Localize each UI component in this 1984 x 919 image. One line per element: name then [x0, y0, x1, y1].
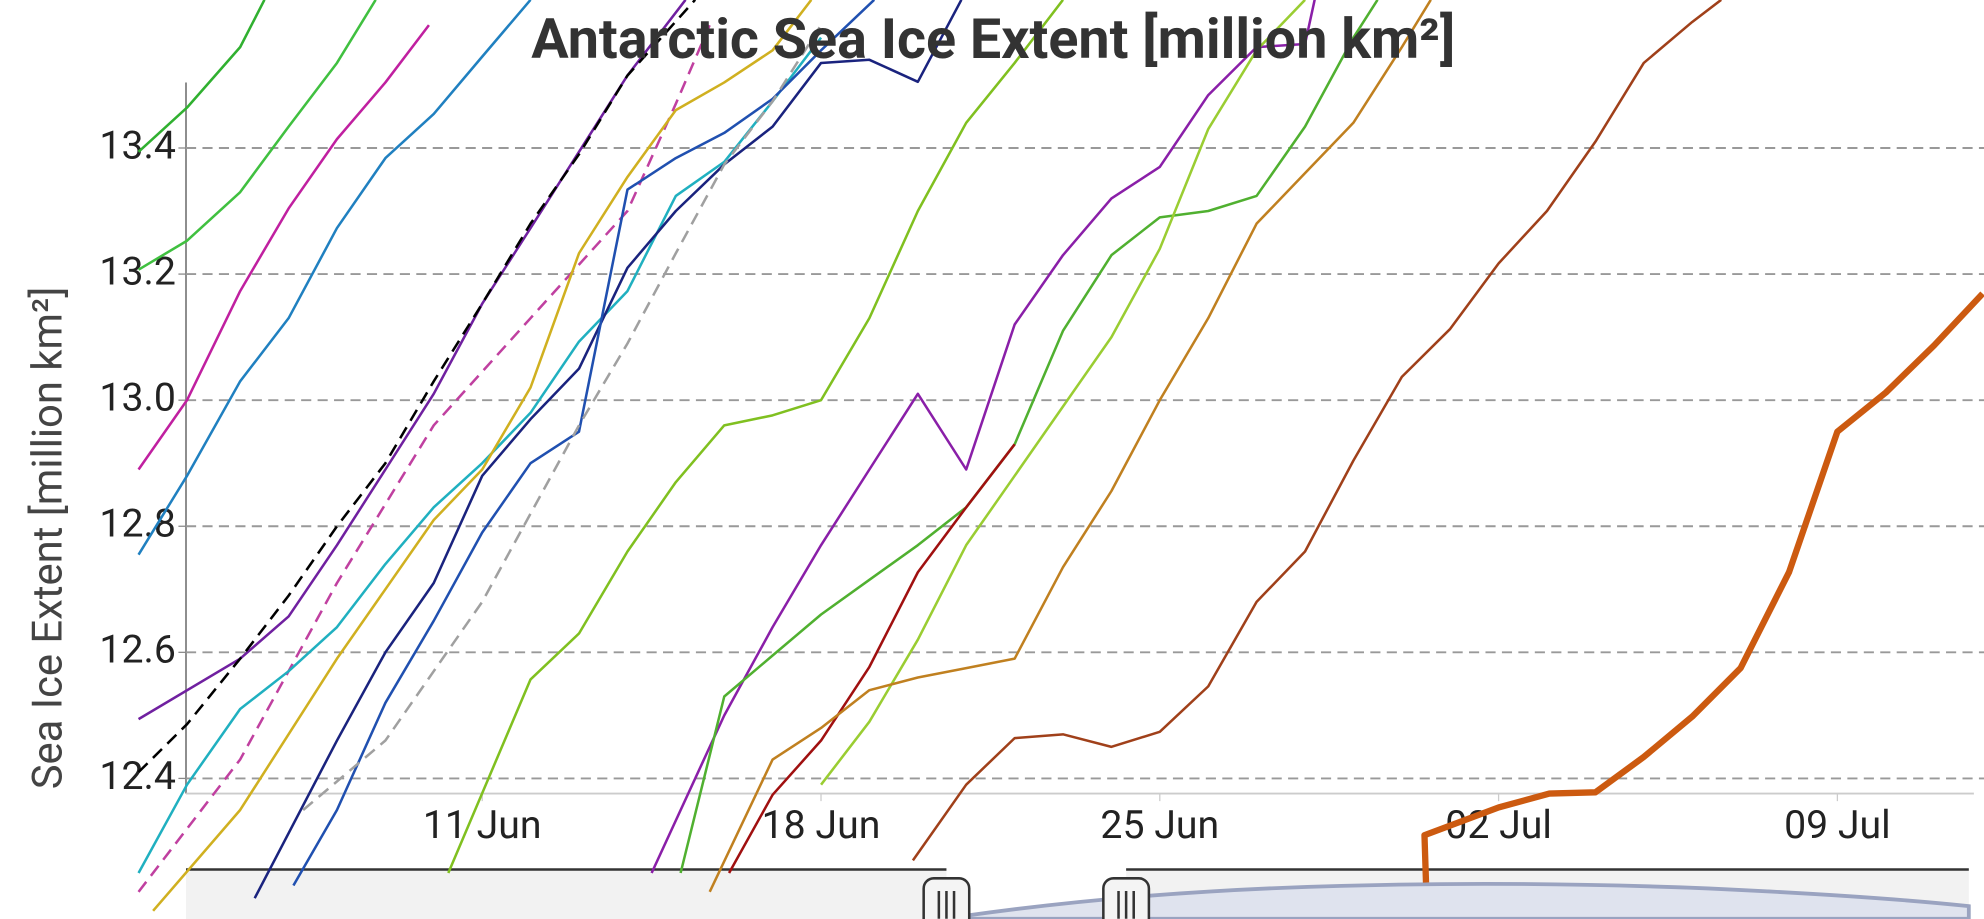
- series-line: [447, 0, 1064, 874]
- y-tick-label: 12.6: [99, 627, 175, 673]
- axes: 12.412.612.813.013.213.411 Jun 18 Jun 25 J…: [99, 82, 1984, 848]
- series-line: [253, 0, 963, 899]
- series-line: [708, 0, 1432, 893]
- x-tick-label: 11 Jun: [423, 802, 542, 848]
- series-line: [820, 0, 1306, 786]
- series-line: [650, 0, 1316, 874]
- series-line: [137, 0, 687, 721]
- y-tick-label: 13.0: [99, 375, 175, 421]
- navigator-mask: [186, 869, 947, 919]
- series-line: [137, 24, 430, 471]
- x-tick-label: 25 Jun: [1100, 802, 1219, 848]
- series-line: [137, 0, 266, 153]
- y-axis-label: Sea Ice Extent [million km²]: [24, 287, 73, 790]
- y-tick-label: 12.8: [99, 501, 175, 547]
- x-tick-label: 09 Jul: [1784, 802, 1891, 848]
- series-line: [302, 24, 823, 811]
- x-tick-label: 18 Jun: [762, 802, 881, 848]
- series-line: [1421, 291, 1984, 883]
- handle-grip: [1117, 890, 1135, 919]
- series-line: [137, 24, 711, 893]
- series-line: [137, 0, 532, 556]
- series-line: [679, 0, 1379, 874]
- series-line: [152, 0, 813, 912]
- lines: [137, 0, 1984, 912]
- series-line: [292, 0, 876, 887]
- y-tick-label: 12.4: [99, 753, 175, 799]
- series-line: [727, 443, 1016, 874]
- handle-grip: [937, 890, 956, 919]
- series-line: [911, 0, 1722, 862]
- series-line: [137, 0, 697, 774]
- series-line: [137, 0, 377, 271]
- chart-title: Antarctic Sea Ice Extent [million km²]: [531, 6, 1455, 72]
- series-line: [137, 36, 823, 874]
- navigator: [186, 868, 1971, 919]
